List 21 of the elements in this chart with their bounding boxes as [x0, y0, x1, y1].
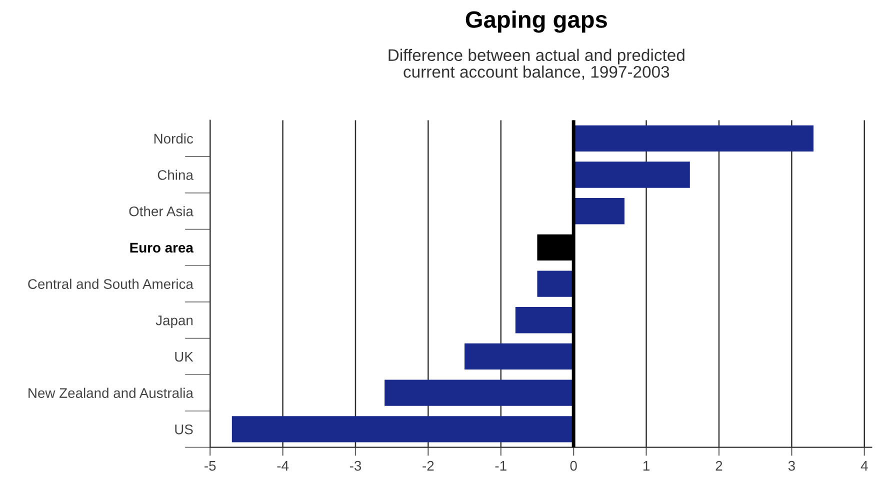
- y-tick-label: UK: [175, 352, 194, 362]
- x-tick-label: 1: [643, 461, 650, 471]
- x-tick-label: 3: [788, 460, 795, 471]
- y-tick-label: Japan: [156, 316, 193, 328]
- y-tick-label: Nordic: [154, 133, 194, 144]
- y-tick-label: Other Asia: [129, 206, 194, 216]
- y-tick-label: Central and South America: [28, 278, 194, 289]
- x-tick-label: -5: [204, 461, 216, 471]
- x-tick-label: -4: [277, 461, 289, 471]
- chart-title: Gaping gaps: [466, 10, 607, 33]
- chart-subtitle: Difference between actual and predicted current account balance, 1997-2003: [388, 48, 684, 80]
- x-tick-label: -3: [350, 460, 362, 471]
- y-tick-label: New Zealand and Australia: [28, 388, 194, 398]
- x-tick-label: 4: [860, 461, 868, 471]
- x-tick-label: -2: [422, 460, 434, 471]
- y-tick-label: US: [175, 424, 193, 434]
- x-tick-label: 0: [570, 460, 577, 471]
- x-tick-label: -1: [495, 461, 506, 471]
- y-tick-label: China: [158, 170, 194, 180]
- x-tick-label: 2: [716, 460, 722, 471]
- y-tick-label: Euro area: [130, 242, 194, 253]
